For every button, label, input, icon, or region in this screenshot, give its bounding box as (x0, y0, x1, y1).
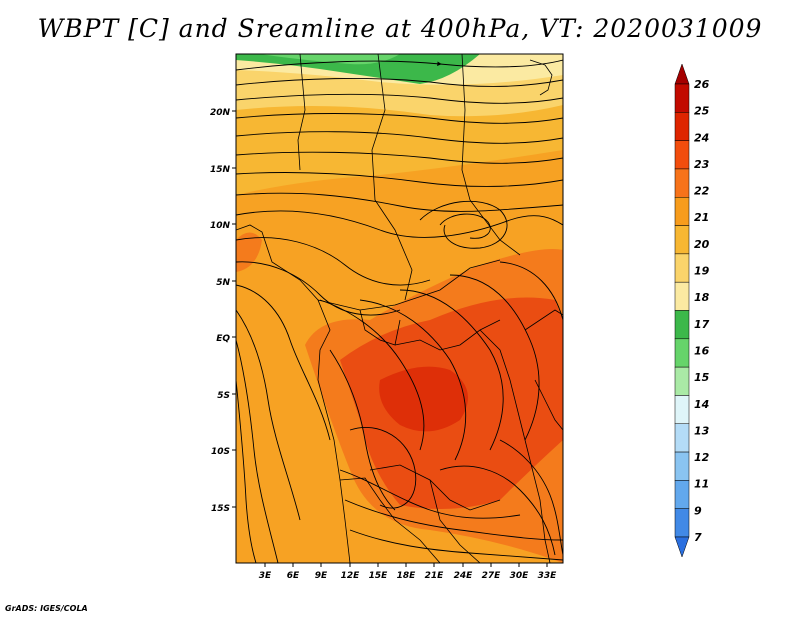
colorbar-label: 9 (694, 504, 702, 517)
colorbar-label: 7 (694, 531, 702, 544)
lon-label-9e: 9E (315, 571, 328, 581)
colorbar-segment (674, 197, 690, 226)
lon-axis: 3E 6E 9E 12E 15E 18E 21E 24E 27E 30E 33E (259, 563, 557, 581)
lon-label-12e: 12E (341, 571, 361, 581)
grads-credit: GrADS: IGES/COLA (5, 604, 88, 613)
colorbar-label: 25 (694, 105, 710, 118)
map-plot-area (236, 54, 563, 563)
wbpt-24-core (379, 366, 468, 432)
lon-label-24e: 24E (454, 571, 474, 581)
colorbar-segment (674, 536, 690, 558)
lat-label-5n: 5N (216, 278, 230, 288)
country-borders (236, 54, 563, 563)
lon-label-18e: 18E (397, 571, 417, 581)
colorbar-label: 16 (694, 344, 710, 357)
wbpt-16-band (260, 54, 400, 65)
colorbar-label: 11 (694, 478, 709, 491)
colorbar-segment (674, 140, 690, 170)
colorbar-label: 14 (694, 398, 709, 411)
lat-label-15n: 15N (210, 165, 231, 175)
colorbar-segment (674, 508, 690, 538)
wbpt-17-band (236, 54, 480, 84)
lat-label-10n: 10N (210, 221, 231, 231)
lat-label-15s: 15S (211, 504, 230, 514)
colorbar-segment (674, 366, 690, 396)
lon-label-21e: 21E (425, 571, 445, 581)
lat-label-20n: 20N (210, 108, 231, 118)
colorbar-segment (674, 63, 690, 85)
colorbar-segment (674, 281, 690, 311)
colorbar-label: 18 (694, 291, 710, 304)
colorbar-segment (674, 83, 690, 113)
colorbar-label: 21 (694, 211, 709, 224)
lon-label-27e: 27E (482, 571, 502, 581)
colorbar-segment (674, 423, 690, 453)
lat-axis: 20N 15N 10N 5N EQ 5S 10S 15S (210, 108, 236, 514)
colorbar-label: 23 (694, 158, 710, 171)
lon-label-6e: 6E (287, 571, 300, 581)
colorbar-label: 22 (694, 185, 710, 198)
colorbar-segment (674, 168, 690, 198)
lat-label-10s: 10S (211, 447, 230, 457)
colorbar-segment (674, 451, 690, 481)
colorbar-segment (674, 480, 690, 509)
colorbar-segment (674, 395, 690, 424)
streamlines (236, 59, 563, 563)
lon-label-33e: 33E (538, 571, 558, 581)
colorbar-label: 12 (694, 451, 710, 464)
colorbar-segment (674, 338, 690, 368)
map-frame (235, 53, 564, 564)
colorbar-label: 17 (694, 318, 710, 331)
colorbar-label: 13 (694, 424, 710, 437)
chart-title: WBPT [C] and Sreamline at 400hPa, VT: 20… (37, 14, 763, 43)
colorbar-label: 26 (694, 78, 710, 91)
lon-label-3e: 3E (259, 571, 272, 581)
colorbar-label: 19 (694, 265, 710, 278)
colorbar-label: 20 (694, 238, 710, 251)
colorbar-segment (674, 225, 690, 255)
lat-label-5s: 5S (217, 391, 230, 401)
colorbar-label: 15 (694, 371, 710, 384)
colorbar-label: 24 (694, 131, 709, 144)
colorbar: 26 25 24 23 22 21 20 19 18 17 16 15 14 13 12 11 9 7 (674, 63, 710, 558)
colorbar-segment (674, 253, 690, 283)
lon-label-30e: 30E (510, 571, 530, 581)
colorbar-segment (674, 310, 690, 340)
colorbar-segment (674, 112, 690, 141)
lon-label-15e: 15E (369, 571, 389, 581)
lat-label-eq: EQ (216, 334, 230, 344)
